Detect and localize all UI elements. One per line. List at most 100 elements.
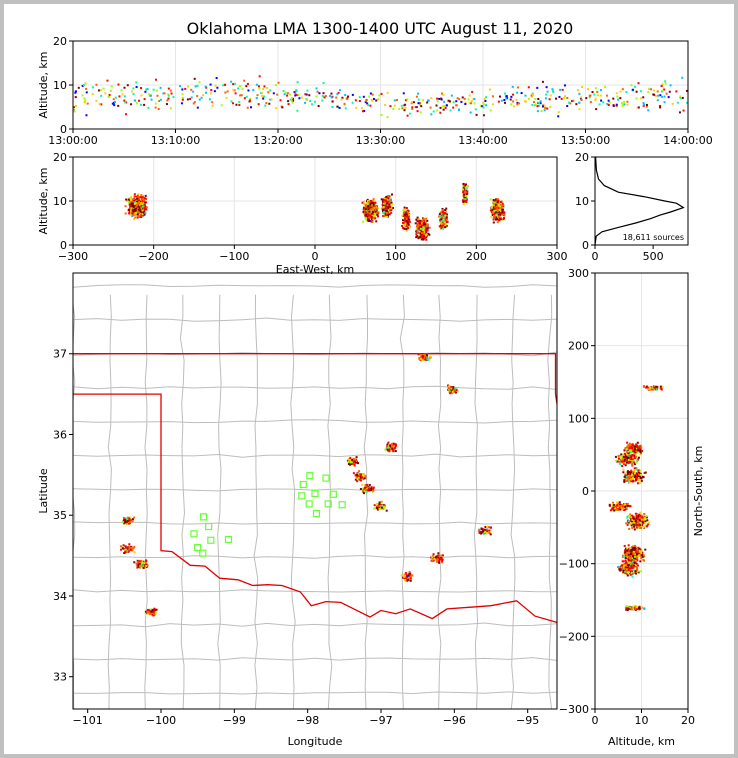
ns-source-point <box>625 472 628 475</box>
ns-source-point <box>626 504 629 507</box>
ns-source-point <box>631 462 634 465</box>
time-source-point <box>86 102 89 105</box>
time-source-point <box>531 93 534 96</box>
map-source-point <box>146 610 149 613</box>
time-source-point <box>123 95 126 98</box>
time-source-point <box>167 97 170 100</box>
hist-alt-tick-label: 0 <box>582 239 589 252</box>
map-source-point <box>437 552 440 555</box>
ns-source-point <box>638 553 641 556</box>
map-source-point <box>356 475 359 478</box>
ns-source-point <box>626 502 629 505</box>
map-source-point <box>373 504 376 507</box>
time-source-point <box>571 100 574 103</box>
map-source-point <box>363 489 366 492</box>
time-source-point <box>316 90 319 93</box>
time-source-point <box>647 109 650 112</box>
time-source-point <box>236 87 239 90</box>
ns-source-point <box>616 507 619 510</box>
ew-source-point <box>420 233 423 236</box>
time-source-point <box>560 97 563 100</box>
map-source-point <box>456 390 459 393</box>
ew-source-point <box>418 222 421 225</box>
ns-source-point <box>625 605 628 608</box>
ns-source-point <box>619 505 622 508</box>
ew-source-point <box>498 219 501 222</box>
ew-source-point <box>441 223 444 226</box>
ns-source-point <box>633 546 636 549</box>
ns-source-point <box>636 517 639 520</box>
ns-source-point <box>636 451 639 454</box>
time-source-point <box>95 99 98 102</box>
ew-source-point <box>406 211 409 214</box>
map-source-point <box>447 387 450 390</box>
time-source-point <box>510 95 513 98</box>
ew-source-point <box>423 231 426 234</box>
ew-source-point <box>442 227 445 230</box>
ew-source-point <box>368 212 371 215</box>
time-source-point <box>330 96 333 99</box>
ns-source-point <box>621 555 624 558</box>
time-source-point <box>645 105 648 108</box>
ew-source-point <box>440 218 443 221</box>
map-source-point <box>427 358 430 361</box>
ew-source-point <box>402 209 405 212</box>
time-source-point <box>351 93 354 96</box>
time-source-point <box>252 89 255 92</box>
time-source-point <box>668 90 671 93</box>
time-source-point <box>543 104 546 107</box>
ns-source-point <box>623 564 626 567</box>
time-source-point <box>636 106 639 109</box>
ew-source-point <box>366 198 369 201</box>
ns-source-point <box>637 554 640 557</box>
time-source-point <box>558 95 561 98</box>
time-source-point <box>460 100 463 103</box>
ns-source-point <box>636 559 639 562</box>
lma-station-marker <box>329 490 337 498</box>
ew-source-point <box>390 201 393 204</box>
map-source-point <box>128 522 131 525</box>
ns-source-point <box>646 386 649 389</box>
time-source-point <box>497 100 500 103</box>
ns-source-point <box>630 451 633 454</box>
time-source-point <box>238 84 241 87</box>
ns-source-point <box>627 561 630 564</box>
time-source-point <box>482 114 485 117</box>
time-source-point <box>274 84 277 87</box>
time-source-point <box>595 108 598 111</box>
ew-source-point <box>496 197 499 200</box>
time-source-point <box>132 93 135 96</box>
ns-source-point <box>633 559 636 562</box>
ns-source-point <box>642 476 645 479</box>
map-source-point <box>421 359 424 362</box>
ew-source-point <box>441 221 444 224</box>
ew-source-point <box>372 218 375 221</box>
time-source-point <box>600 99 603 102</box>
time-source-point <box>295 89 298 92</box>
ns-source-point <box>639 523 642 526</box>
ns-source-point <box>627 450 630 453</box>
map-source-point <box>143 562 146 565</box>
time-source-point <box>124 101 127 104</box>
ew-source-point <box>364 213 367 216</box>
time-source-point <box>268 102 271 105</box>
time-source-point <box>81 94 84 97</box>
ns-source-point <box>630 471 633 474</box>
map-source-point <box>431 560 434 563</box>
ns-source-point <box>626 522 629 525</box>
map-source-point <box>394 446 397 449</box>
map-source-point <box>430 556 433 559</box>
time-source-point <box>587 88 590 91</box>
ew-source-point <box>366 205 369 208</box>
ns-source-point <box>627 568 630 571</box>
lma-station-marker <box>324 500 332 508</box>
ew-source-point <box>374 217 377 220</box>
time-source-point <box>458 98 461 101</box>
ns-source-point <box>624 551 627 554</box>
time-source-point <box>542 104 545 107</box>
time-source-point <box>198 98 201 101</box>
time-source-point <box>354 99 357 102</box>
time-source-point <box>452 101 455 104</box>
map-source-point <box>455 388 458 391</box>
ew-source-point <box>370 202 373 205</box>
